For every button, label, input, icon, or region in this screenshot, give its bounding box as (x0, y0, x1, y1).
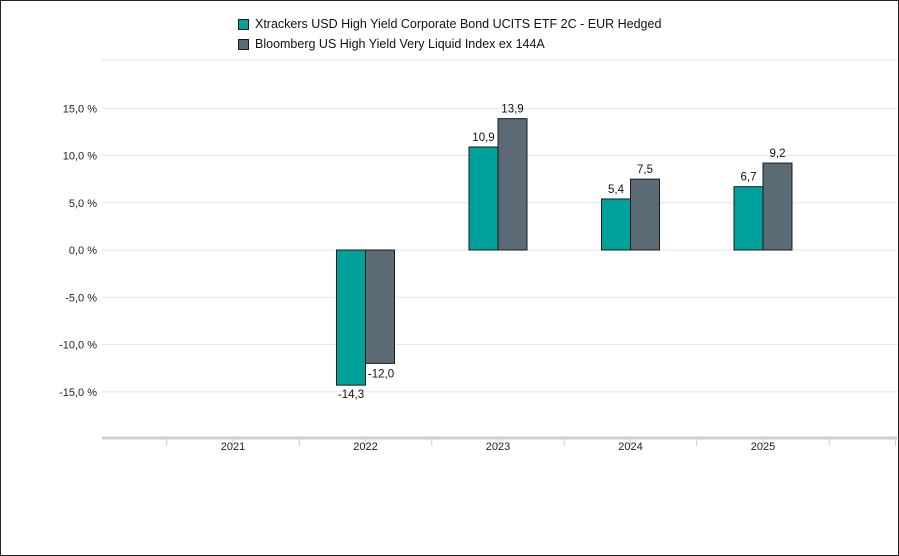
bar (365, 249, 395, 364)
legend-label-etf: Xtrackers USD High Yield Corporate Bond … (255, 17, 662, 31)
bar (336, 249, 366, 386)
y-tick-label: 0,0 % (69, 245, 97, 257)
bar (601, 198, 631, 251)
y-tick-label: -15,0 % (59, 387, 97, 399)
legend-swatch-etf (238, 18, 249, 30)
x-tick-label: 2021 (221, 441, 245, 453)
y-tick-label: 10,0 % (63, 151, 97, 163)
y-tick-label: -5,0 % (65, 292, 97, 304)
data-label: -12,0 (368, 368, 394, 380)
x-tick-label: 2023 (486, 441, 510, 453)
legend-item-index: Bloomberg US High Yield Very Liquid Inde… (238, 34, 661, 54)
bar (733, 186, 764, 251)
y-tick-label: 5,0 % (69, 198, 97, 210)
bar (468, 146, 499, 251)
x-tick-label: 2024 (618, 441, 642, 453)
legend-item-etf: Xtrackers USD High Yield Corporate Bond … (238, 14, 661, 34)
data-label: 13,9 (501, 104, 523, 116)
legend-swatch-index (238, 38, 249, 50)
data-label: -14,3 (338, 389, 364, 401)
data-label: 10,9 (472, 132, 494, 144)
y-tick-label: -10,0 % (59, 340, 97, 352)
data-label: 6,7 (741, 172, 757, 184)
data-label: 7,5 (637, 164, 653, 176)
bar (762, 162, 793, 251)
data-label: 9,2 (770, 148, 786, 160)
legend-label-index: Bloomberg US High Yield Very Liquid Inde… (255, 37, 545, 51)
data-label: 5,4 (608, 184, 625, 196)
legend: Xtrackers USD High Yield Corporate Bond … (238, 14, 661, 54)
bar (630, 178, 660, 251)
x-tick-label: 2025 (751, 441, 775, 453)
y-tick-label: 15,0 % (63, 103, 97, 115)
x-tick-label: 2022 (353, 441, 377, 453)
bar (497, 118, 528, 251)
